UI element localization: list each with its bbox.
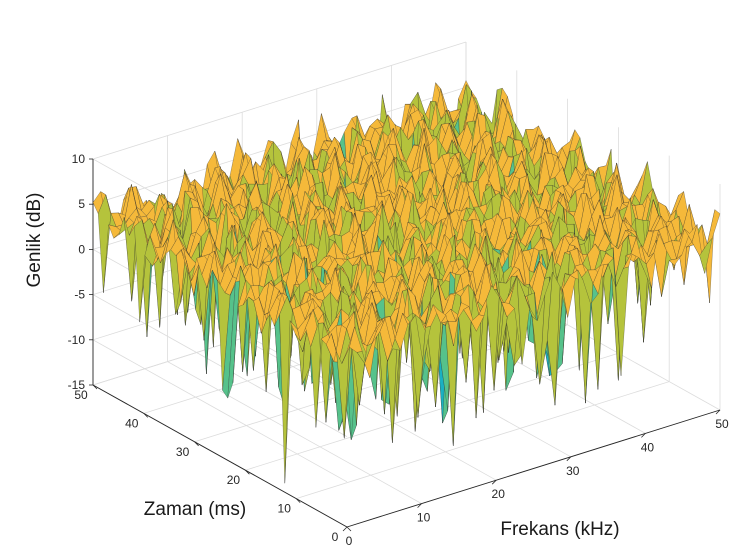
y-tick-mark (92, 384, 98, 390)
x-tick-mark (417, 503, 422, 508)
x-tick-label: 30 (566, 464, 580, 478)
y-tick-mark (346, 526, 352, 532)
x-tick-mark (641, 433, 646, 438)
y-tick-label: 40 (125, 416, 139, 430)
z-axis-label: Genlik (dB) (24, 192, 45, 287)
z-tick-label: -10 (68, 333, 86, 347)
surface-layer (92, 80, 721, 484)
x-tick-mark (566, 456, 572, 462)
x-tick-label: 50 (715, 417, 729, 431)
y-tick-label: 0 (332, 530, 339, 544)
y-tick-mark (194, 441, 199, 447)
y-tick-mark (143, 413, 149, 418)
z-tick-label: -15 (68, 378, 86, 392)
axis-line (92, 384, 348, 528)
y-tick-label: 10 (278, 502, 292, 516)
surface-patch (707, 209, 721, 245)
z-tick-label: 10 (72, 152, 86, 166)
y-tick-mark (245, 469, 250, 475)
y-tick-label: 50 (74, 388, 88, 402)
z-tick-label: 5 (78, 197, 85, 211)
y-tick-label: 30 (176, 445, 190, 459)
x-tick-label: 0 (346, 534, 353, 548)
y-tick-mark (295, 498, 301, 503)
y-axis-label: Zaman (ms) (144, 499, 246, 520)
axis-line (346, 409, 721, 528)
z-tick-label: -5 (74, 288, 85, 302)
x-tick-mark (342, 526, 348, 532)
x-tick-label: 10 (417, 511, 431, 525)
x-tick-label: 40 (641, 440, 655, 454)
x-tick-label: 20 (492, 487, 506, 501)
x-axis-label: Frekans (kHz) (500, 519, 619, 540)
x-tick-mark (491, 479, 497, 485)
z-tick-label: 0 (78, 242, 85, 256)
x-tick-mark (715, 409, 721, 415)
y-tick-label: 20 (227, 473, 241, 487)
